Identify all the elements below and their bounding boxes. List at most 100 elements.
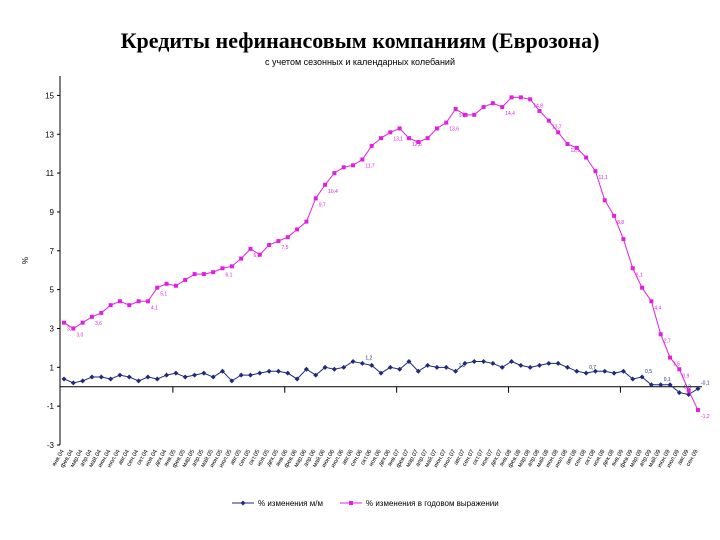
data-point	[639, 374, 645, 380]
y-tick-label: 1	[50, 363, 55, 372]
data-point	[295, 227, 300, 232]
data-point	[257, 252, 262, 257]
data-point	[285, 370, 291, 376]
data-point	[155, 285, 160, 290]
data-label: 6,1	[636, 272, 643, 278]
data-labels: 3,33,0 3,6 4,1 5,1 6,1 6,8 7,5 9,7 10,4 11,7 13,1 1…	[67, 103, 710, 420]
data-point	[481, 358, 487, 364]
data-label: 2,7	[664, 338, 671, 344]
y-tick-label: 11	[46, 169, 55, 178]
data-point	[630, 266, 635, 271]
data-point	[686, 388, 691, 393]
data-point	[696, 408, 700, 413]
data-label: 3,0	[76, 332, 83, 338]
y-tick-label: -1	[47, 402, 55, 411]
data-point	[584, 155, 589, 160]
data-point	[565, 141, 570, 146]
data-point	[378, 370, 384, 376]
data-point	[462, 112, 467, 117]
data-point	[323, 182, 328, 187]
data-point	[490, 360, 496, 366]
data-point	[313, 196, 318, 201]
data-point	[145, 374, 151, 380]
data-label: 12,5	[570, 148, 580, 154]
data-point	[509, 358, 515, 364]
series-lines	[61, 95, 701, 413]
data-label: -0,3	[682, 385, 691, 391]
data-point	[527, 364, 533, 370]
data-point	[145, 299, 150, 304]
data-point	[257, 370, 263, 376]
data-label: 9,7	[319, 202, 326, 208]
y-tick-label: 9	[50, 208, 55, 217]
series-line-0	[63, 360, 699, 396]
data-point	[676, 390, 682, 396]
data-label: 1,3	[459, 363, 466, 369]
data-label: -1,2	[701, 414, 710, 420]
data-point	[490, 101, 495, 106]
y-tick-label: -3	[47, 441, 55, 450]
data-point	[443, 364, 449, 370]
data-label: 0,7	[589, 365, 596, 371]
data-point	[108, 303, 113, 308]
data-label: 3,6	[95, 321, 102, 327]
data-point	[173, 370, 179, 376]
data-point	[303, 366, 309, 372]
data-point	[117, 299, 122, 304]
data-point	[369, 143, 374, 148]
data-point	[648, 382, 654, 388]
data-point	[201, 370, 207, 376]
data-point	[71, 326, 76, 331]
data-point	[332, 171, 337, 176]
series-line-1	[63, 96, 699, 411]
data-point	[387, 364, 393, 370]
data-point	[248, 246, 253, 251]
legend-label-1: % изменения в годовом выражении	[366, 499, 499, 508]
y-tick-label: 5	[50, 286, 55, 295]
data-point	[695, 386, 701, 392]
data-point	[182, 374, 188, 380]
data-point	[546, 360, 552, 366]
data-point	[211, 270, 216, 275]
data-point	[620, 368, 626, 374]
data-point	[220, 266, 225, 271]
data-point	[453, 107, 458, 112]
data-point	[210, 374, 216, 380]
data-point	[471, 358, 477, 364]
data-point	[136, 378, 142, 384]
data-point	[630, 376, 636, 382]
y-tick-label: 15	[45, 91, 54, 100]
data-point	[444, 120, 449, 125]
data-point	[117, 372, 123, 378]
data-label: 4,4	[654, 305, 661, 311]
data-point	[238, 372, 244, 378]
data-point	[164, 372, 170, 378]
axes: -3-113579111315%янв.04фев.04мар.04апр.04…	[21, 76, 702, 469]
data-point	[89, 314, 94, 319]
legend-label-0: % изменения м/м	[258, 499, 323, 508]
data-point	[546, 118, 551, 123]
data-point	[592, 368, 598, 374]
data-point	[677, 367, 682, 372]
y-tick-label: 7	[50, 247, 55, 256]
data-point	[425, 136, 430, 141]
data-point	[416, 140, 421, 145]
legend: % изменения м/м % изменения в годовом выр…	[232, 499, 499, 508]
data-point	[406, 358, 412, 364]
data-point	[220, 368, 225, 374]
data-point	[499, 364, 505, 370]
data-point	[341, 364, 347, 370]
data-point	[164, 281, 169, 286]
data-label: 0,9	[682, 373, 689, 379]
data-point	[397, 366, 403, 372]
legend-marker	[240, 500, 246, 506]
data-point	[350, 358, 356, 364]
data-point	[62, 320, 66, 325]
data-point	[154, 376, 160, 382]
data-point	[518, 362, 524, 368]
data-point	[229, 264, 234, 269]
data-label: 11,7	[365, 164, 375, 170]
data-point	[183, 277, 188, 282]
data-point	[173, 283, 178, 288]
data-point	[583, 370, 589, 376]
